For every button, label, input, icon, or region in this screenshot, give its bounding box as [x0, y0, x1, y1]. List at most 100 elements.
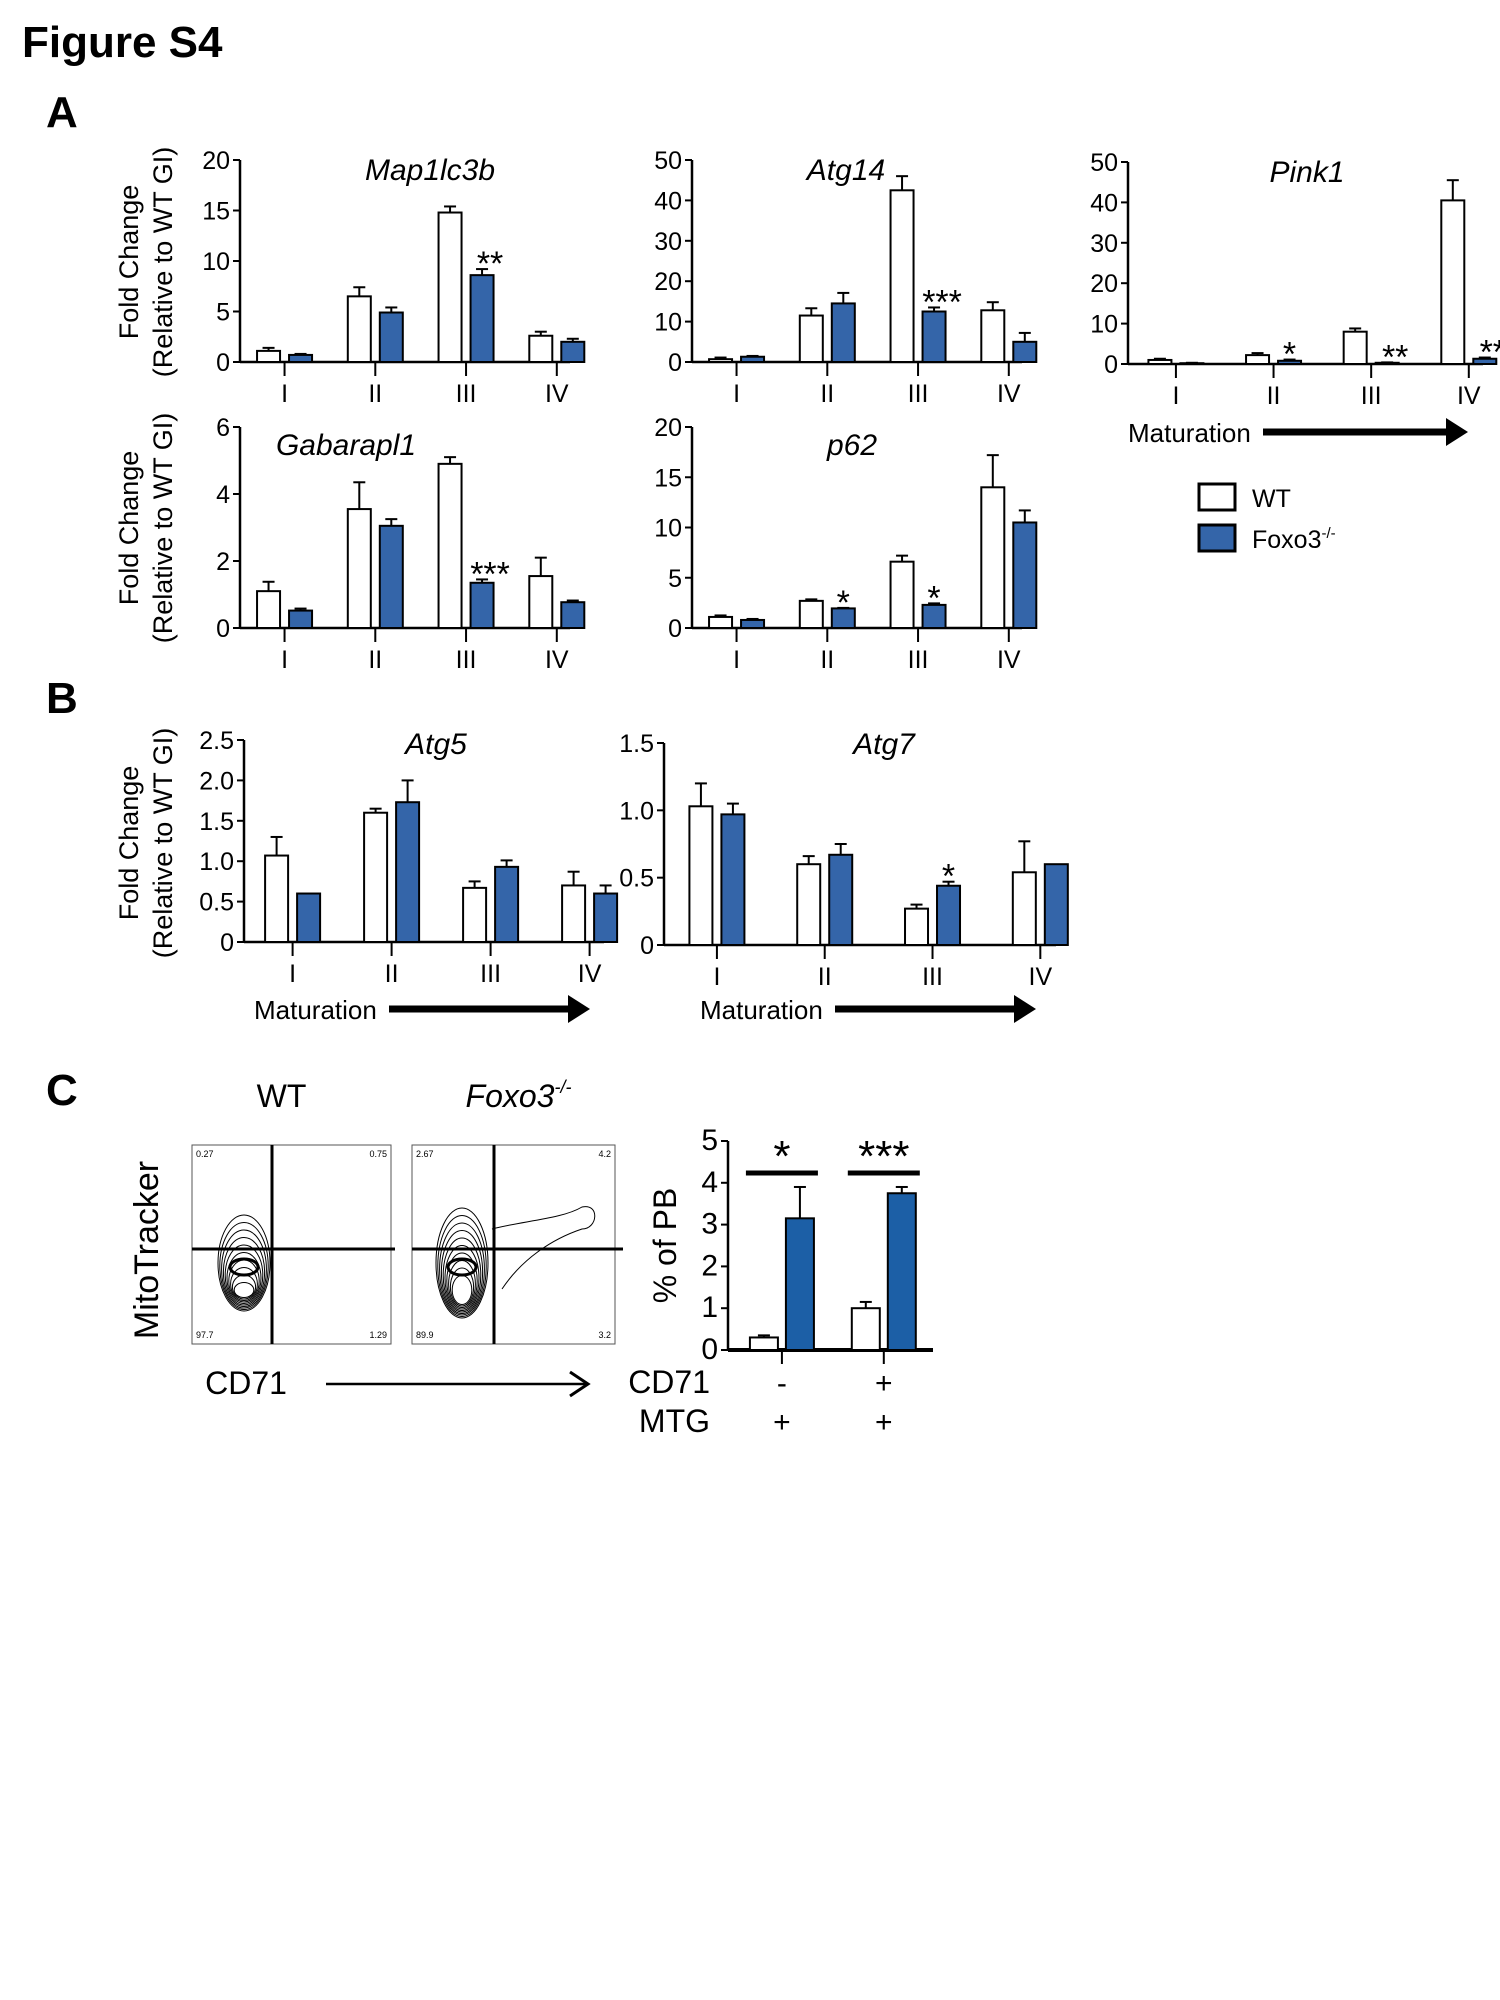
cd71-arrowhead-icon [569, 1370, 591, 1398]
legend-swatch-foxo3 [1197, 523, 1237, 553]
x-tick-label: III [456, 646, 477, 674]
y-tick-label: 0 [640, 932, 654, 960]
y-tick-label: 4 [216, 481, 230, 509]
bar-foxo3 [494, 865, 520, 944]
bar-foxo3 [378, 311, 404, 364]
significance-stars: *** [922, 283, 962, 321]
significance-stars: * [773, 1132, 790, 1181]
bar-foxo3 [740, 618, 766, 630]
significance-stars: * [1283, 336, 1296, 374]
quadrant-value-lr: 1.29 [369, 1330, 387, 1340]
bar-wt [688, 805, 714, 946]
bar-wt [256, 349, 282, 364]
row-label-mtg: MTG [639, 1403, 710, 1439]
bar-foxo3 [1043, 863, 1069, 947]
significance-stars: *** [858, 1132, 909, 1181]
bar-foxo3 [1472, 357, 1498, 365]
bar-foxo3 [830, 302, 856, 364]
panel-label-a: A [46, 88, 78, 137]
flow-title-superscript: -/- [554, 1077, 571, 1097]
chart-title: Map1lc3b [365, 154, 495, 187]
y-tick-label: 15 [202, 198, 230, 226]
y-tick-label: 3 [701, 1208, 718, 1241]
legend-superscript: -/- [1321, 525, 1335, 542]
y-axis-label-line2: (Relative to WT GI) [148, 728, 178, 959]
bar-foxo3 [593, 892, 619, 944]
x-tick-label: I [1172, 382, 1179, 410]
bar-wt [748, 1336, 779, 1351]
contour-core [228, 1257, 260, 1277]
x-tick-label: I [289, 960, 296, 988]
y-tick-label: 4 [701, 1166, 718, 1199]
x-tick-label: IV [545, 380, 569, 408]
y-axis-label-line2: (Relative to WT GI) [148, 413, 178, 644]
maturation-arrowhead-icon [1014, 995, 1036, 1023]
quadrant-value-lr: 3.2 [598, 1330, 611, 1340]
contour-line [233, 1282, 255, 1298]
chart-title: p62 [826, 429, 877, 462]
bar-foxo3 [469, 581, 495, 630]
bar-wt [437, 211, 463, 363]
x-tick-label: I [281, 646, 288, 674]
bar-wt [256, 590, 282, 630]
significance-stars: ** [1480, 334, 1500, 372]
contour-line [217, 1214, 271, 1312]
y-tick-label: 2.5 [199, 727, 234, 755]
y-tick-label: 10 [1090, 311, 1118, 339]
row-label-cd71: CD71 [628, 1364, 710, 1400]
bar-foxo3 [740, 355, 766, 363]
bar-foxo3 [1012, 340, 1038, 363]
bar-foxo3 [886, 1192, 917, 1351]
y-tick-label: 40 [1090, 189, 1118, 217]
bar-foxo3 [395, 801, 421, 943]
contour-line [224, 1244, 264, 1306]
contour-line [446, 1252, 478, 1310]
legend-label-foxo3: Foxo3-/- [1252, 525, 1336, 554]
bar-foxo3 [296, 892, 322, 944]
y-tick-label: 1.5 [199, 808, 234, 836]
y-tick-label: 0 [1104, 351, 1118, 379]
y-tick-label: 5 [216, 299, 230, 327]
x-tick-label: II [1267, 382, 1281, 410]
bar-wt [850, 1307, 881, 1351]
contour-line [230, 1267, 258, 1301]
x-tick-label: III [908, 380, 929, 408]
bar-wt [798, 314, 824, 364]
y-tick-label: 20 [1090, 270, 1118, 298]
y-axis-label-line1: Fold Change [114, 185, 144, 340]
y-tick-label: 0 [668, 349, 682, 377]
panel-label-b: B [46, 674, 78, 723]
y-tick-label: 0 [701, 1333, 718, 1366]
bar-wt [346, 295, 372, 364]
x-tick-label: IV [997, 646, 1021, 674]
maturation-arrowhead-icon [1446, 418, 1468, 446]
contour-core [446, 1257, 478, 1277]
quadrant-value-ur: 4.2 [598, 1149, 611, 1159]
legend-swatch-wt [1197, 482, 1237, 512]
quadrant-value-ur: 0.75 [369, 1149, 387, 1159]
bar-foxo3 [921, 310, 947, 363]
maturation-label: Maturation [700, 995, 823, 1025]
y-tick-label: 2 [701, 1249, 718, 1282]
y-tick-label: 20 [654, 268, 682, 296]
x-tick-label: II [818, 963, 832, 991]
y-tick-label: 10 [202, 248, 230, 276]
contour-line [449, 1267, 475, 1307]
maturation-label: Maturation [1128, 418, 1251, 448]
bar-wt [1342, 330, 1368, 365]
y-tick-label: 50 [1090, 149, 1118, 177]
y-axis-label: % of PB [647, 1188, 683, 1304]
maturation-label: Maturation [254, 995, 377, 1025]
flow-plot-title: Foxo3-/- [466, 1077, 572, 1114]
contour-line [226, 1252, 262, 1304]
row-value: + [875, 1367, 893, 1400]
x-tick-label: IV [545, 646, 569, 674]
y-tick-label: 50 [654, 147, 682, 175]
flow-y-axis-label: MitoTracker [128, 1161, 166, 1339]
chart-title: Atg14 [805, 154, 885, 187]
y-tick-label: 2.0 [199, 767, 234, 795]
y-tick-label: 0 [668, 615, 682, 643]
y-axis-label-line1: Fold Change [114, 451, 144, 606]
bar-wt [980, 486, 1006, 629]
